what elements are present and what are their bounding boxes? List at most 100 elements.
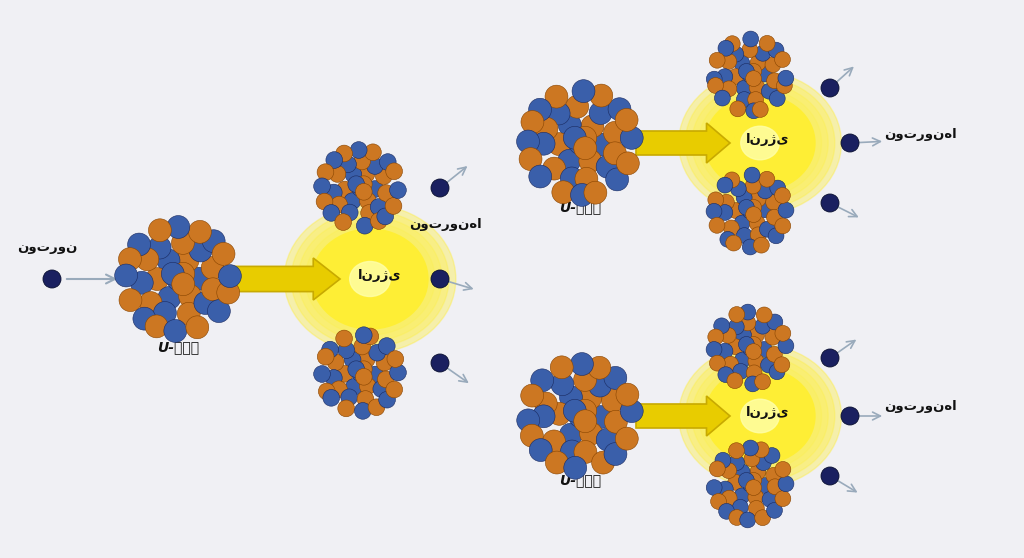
Circle shape <box>212 242 234 265</box>
Ellipse shape <box>305 223 435 335</box>
Circle shape <box>521 384 544 407</box>
Circle shape <box>570 353 593 376</box>
Circle shape <box>218 264 242 287</box>
Circle shape <box>770 180 785 196</box>
Circle shape <box>765 329 780 345</box>
Circle shape <box>776 78 793 94</box>
Circle shape <box>724 172 739 188</box>
Circle shape <box>559 386 583 408</box>
Circle shape <box>581 115 604 138</box>
Circle shape <box>707 203 722 219</box>
Circle shape <box>755 510 771 526</box>
Circle shape <box>742 31 759 47</box>
Circle shape <box>351 180 369 196</box>
Circle shape <box>329 166 346 182</box>
Circle shape <box>721 81 737 97</box>
Circle shape <box>130 271 154 294</box>
Circle shape <box>328 354 344 371</box>
Circle shape <box>564 456 587 479</box>
Circle shape <box>560 440 584 463</box>
Circle shape <box>516 130 540 153</box>
Circle shape <box>742 67 758 83</box>
Circle shape <box>521 110 544 133</box>
Circle shape <box>563 400 586 422</box>
Circle shape <box>717 343 733 359</box>
Circle shape <box>565 95 589 118</box>
Circle shape <box>355 327 372 344</box>
Circle shape <box>378 185 394 201</box>
Circle shape <box>376 168 392 185</box>
Circle shape <box>360 205 378 222</box>
Circle shape <box>579 150 602 172</box>
Circle shape <box>378 371 394 388</box>
Circle shape <box>721 463 736 479</box>
Circle shape <box>774 187 791 203</box>
Circle shape <box>721 54 736 69</box>
Circle shape <box>757 202 772 218</box>
Circle shape <box>331 196 347 213</box>
Circle shape <box>573 410 597 432</box>
Circle shape <box>316 193 333 210</box>
Circle shape <box>318 383 335 400</box>
Circle shape <box>313 365 331 382</box>
Ellipse shape <box>312 229 428 329</box>
Circle shape <box>615 427 638 450</box>
Circle shape <box>728 339 743 355</box>
Circle shape <box>355 176 372 193</box>
Text: نوترونها: نوترونها <box>884 128 956 141</box>
Circle shape <box>759 171 775 187</box>
Circle shape <box>759 35 775 51</box>
Circle shape <box>550 356 573 379</box>
FancyArrow shape <box>636 123 730 163</box>
Circle shape <box>172 273 195 296</box>
Circle shape <box>596 428 620 451</box>
Circle shape <box>172 262 195 285</box>
Circle shape <box>560 167 584 190</box>
Circle shape <box>568 405 592 427</box>
Circle shape <box>775 325 791 341</box>
Circle shape <box>757 307 772 323</box>
Ellipse shape <box>291 211 449 347</box>
Circle shape <box>603 142 627 165</box>
Circle shape <box>162 262 184 285</box>
Circle shape <box>734 215 750 231</box>
Text: انرژی: انرژی <box>746 406 790 419</box>
Circle shape <box>775 461 791 477</box>
Circle shape <box>119 288 142 311</box>
Circle shape <box>368 399 385 416</box>
Ellipse shape <box>284 205 456 353</box>
Circle shape <box>730 101 745 117</box>
Circle shape <box>742 42 758 57</box>
Circle shape <box>353 153 371 170</box>
Ellipse shape <box>705 95 815 191</box>
Circle shape <box>735 327 752 343</box>
Circle shape <box>738 473 755 488</box>
Circle shape <box>338 342 354 359</box>
Ellipse shape <box>679 345 842 487</box>
Circle shape <box>719 194 734 210</box>
Circle shape <box>736 190 752 206</box>
Circle shape <box>734 55 750 71</box>
Circle shape <box>745 206 762 223</box>
Circle shape <box>573 126 597 149</box>
Circle shape <box>750 55 766 71</box>
Circle shape <box>128 233 151 256</box>
Circle shape <box>589 102 612 124</box>
Circle shape <box>148 236 171 259</box>
Circle shape <box>528 165 552 188</box>
Circle shape <box>351 364 369 381</box>
Circle shape <box>717 69 733 85</box>
Circle shape <box>336 330 352 347</box>
Circle shape <box>344 352 360 368</box>
Circle shape <box>745 473 762 488</box>
Circle shape <box>774 357 790 373</box>
Text: انرژی: انرژی <box>358 269 401 282</box>
Circle shape <box>589 374 611 397</box>
Circle shape <box>602 389 625 412</box>
Circle shape <box>359 193 376 209</box>
Circle shape <box>774 51 791 68</box>
Circle shape <box>348 361 365 378</box>
Circle shape <box>115 264 137 287</box>
Circle shape <box>729 509 744 526</box>
Circle shape <box>323 205 340 222</box>
